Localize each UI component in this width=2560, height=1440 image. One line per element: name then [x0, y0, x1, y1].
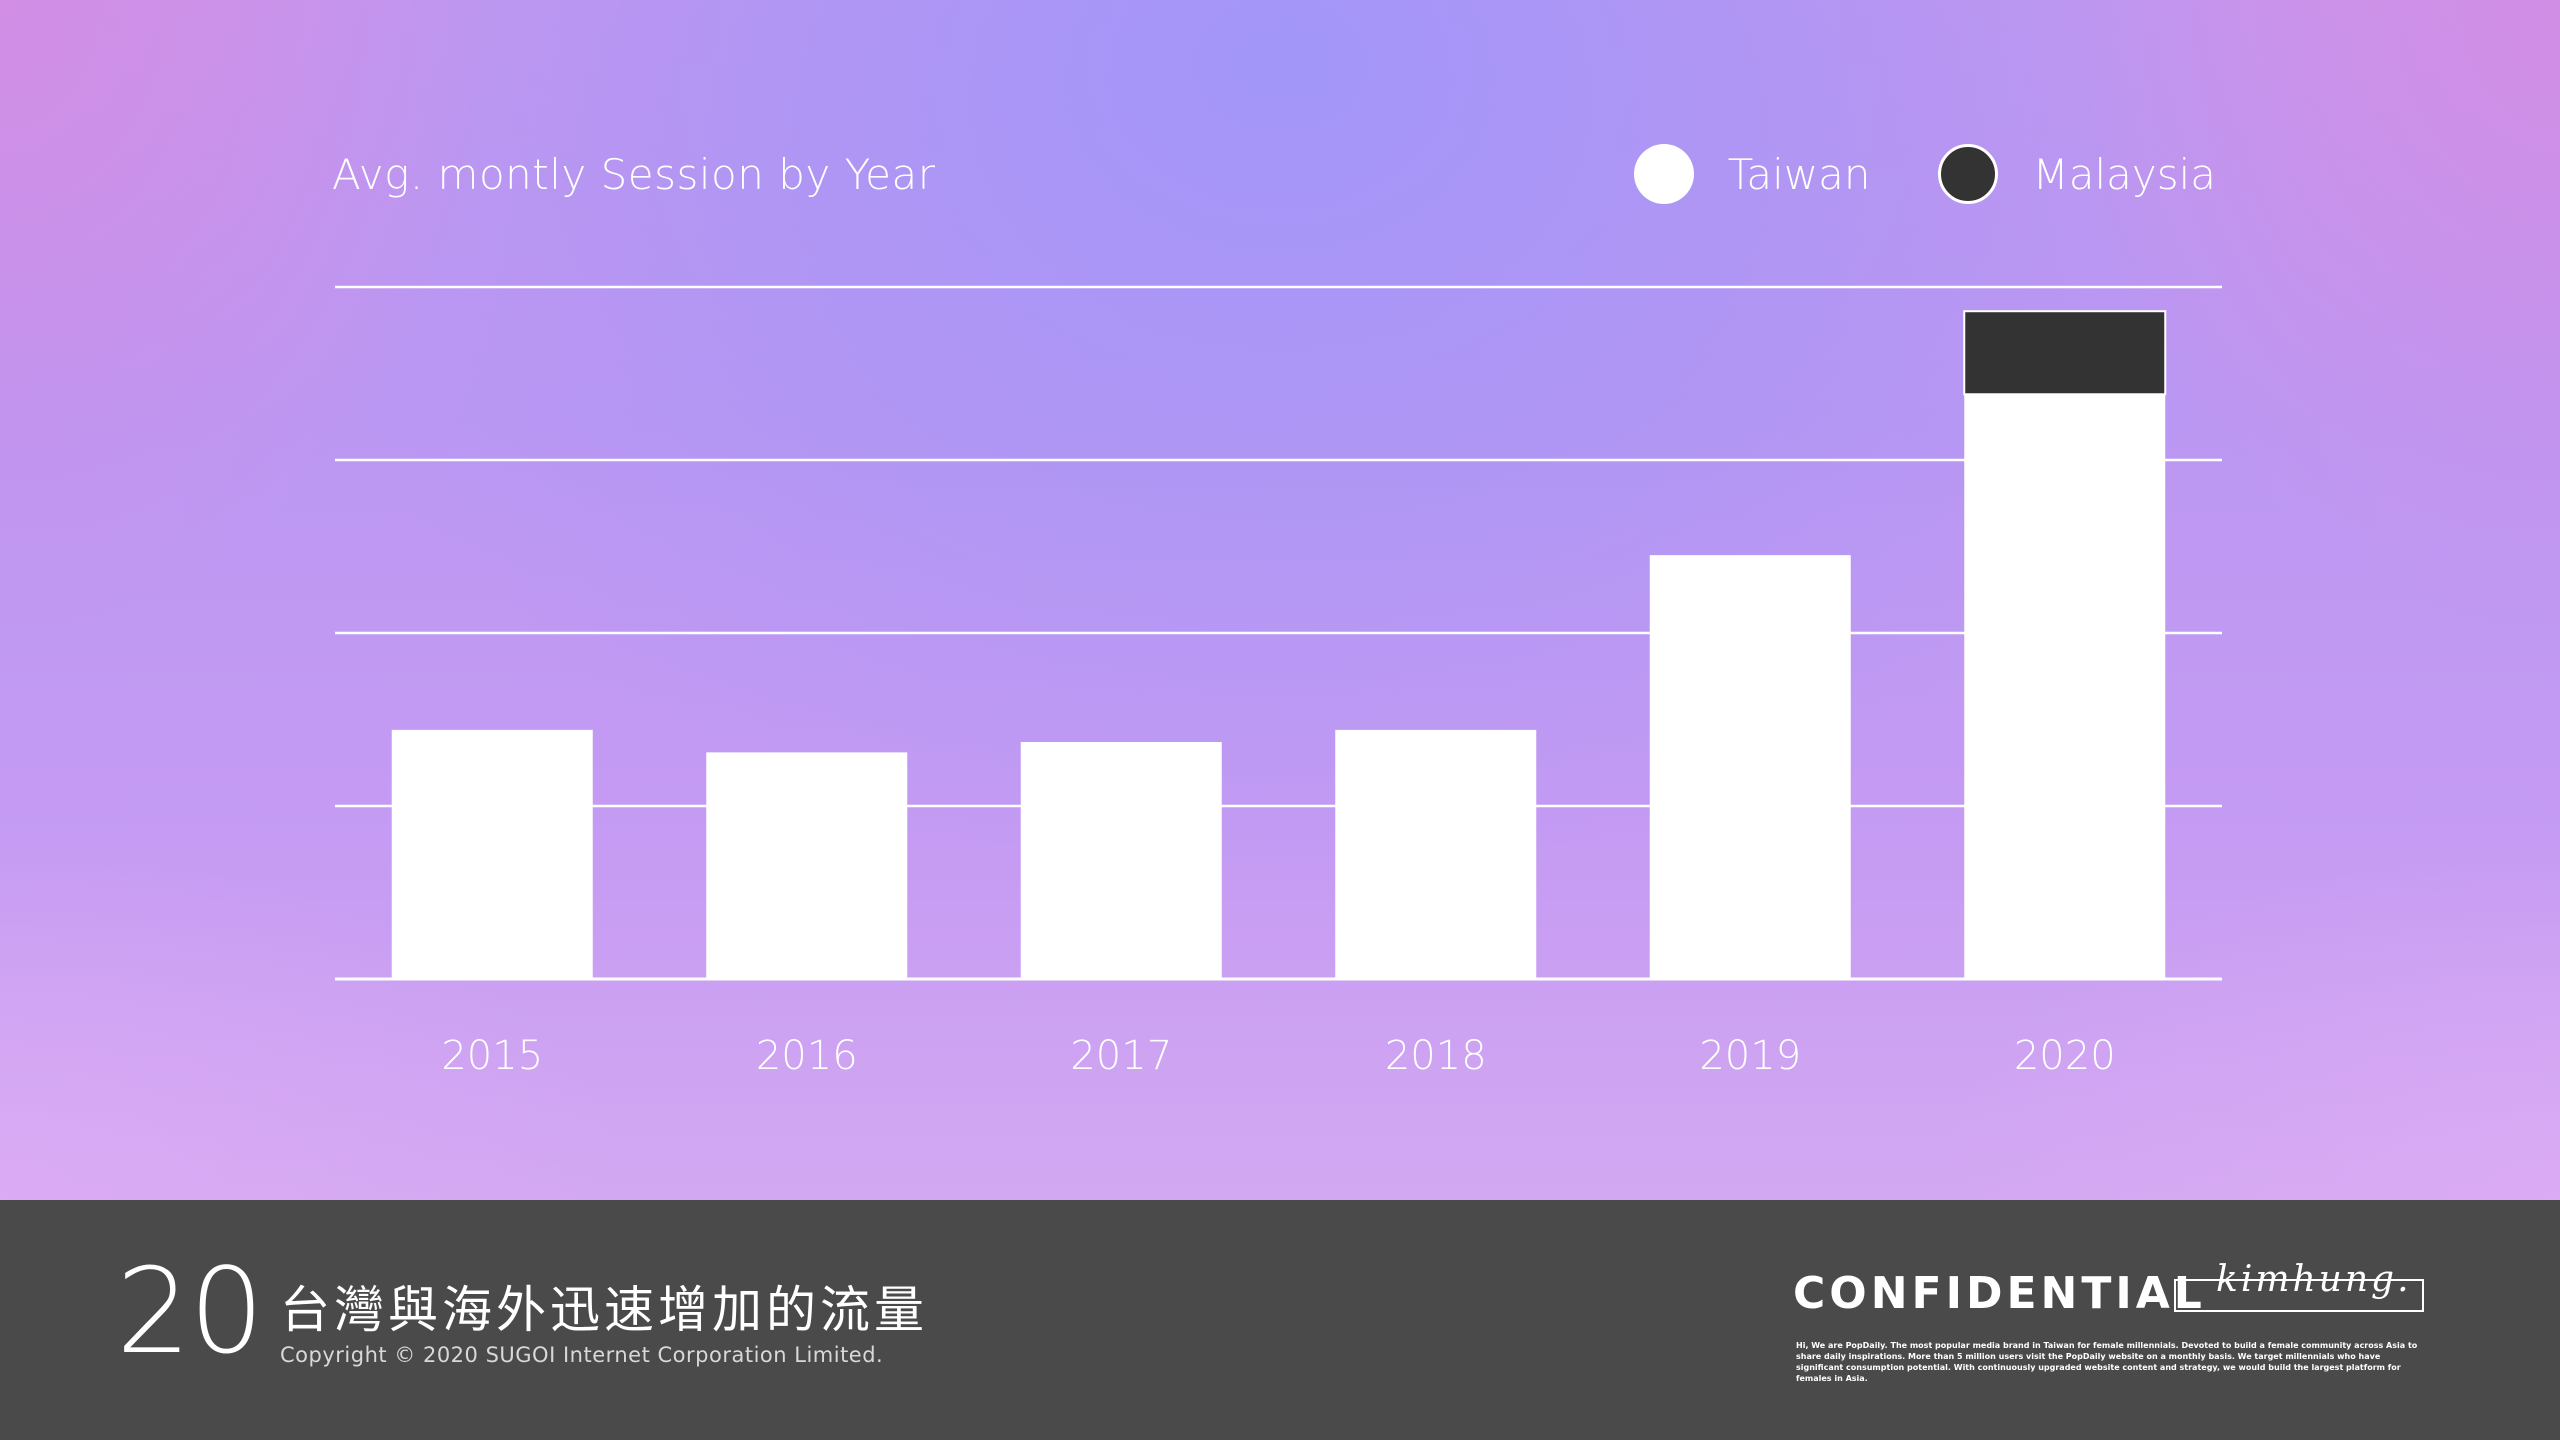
legend-label-taiwan: Taiwan — [1727, 149, 1871, 199]
legend-swatch-malaysia — [1938, 144, 1999, 204]
footer-blurb: Hi, We are PopDaily. The most popular me… — [1796, 1341, 2418, 1383]
chart-title: Avg. montly Session by Year — [332, 150, 936, 199]
legend-item-taiwan: Taiwan — [1633, 144, 1871, 204]
bar-taiwan-2016 — [706, 752, 908, 979]
signature-box: kimhung. — [2174, 1259, 2424, 1312]
footer-bar — [0, 1200, 2560, 1440]
copyright-text: Copyright © 2020 SUGOI Internet Corporat… — [280, 1343, 884, 1367]
bars — [391, 310, 2167, 979]
legend-swatch-taiwan — [1633, 144, 1694, 204]
bar-taiwan-2018 — [1335, 729, 1537, 979]
x-tick-label-2016: 2016 — [756, 1033, 858, 1079]
chart-legend: Taiwan Malaysia — [1566, 144, 2216, 204]
bar-taiwan-2020 — [1964, 394, 2166, 979]
gridlines — [335, 285, 2222, 981]
x-axis-tick-labels: 2015 2016 2017 2018 2019 2020 — [441, 1033, 2115, 1079]
bar-taiwan-2017 — [1020, 741, 1222, 979]
x-tick-label-2019: 2019 — [1699, 1033, 1801, 1079]
x-tick-label-2015: 2015 — [441, 1033, 543, 1079]
x-tick-label-2018: 2018 — [1385, 1033, 1487, 1079]
confidential-label: CONFIDENTIAL — [1793, 1268, 2206, 1319]
page-heading: 台灣與海外迅速增加的流量 — [280, 1281, 928, 1339]
bar-malaysia-2020 — [1963, 310, 2167, 396]
bar-chart: 2015 2016 2017 2018 2019 2020 — [335, 285, 2222, 1079]
bar-taiwan-2015 — [391, 729, 593, 979]
signature-text: kimhung. — [2216, 1259, 2412, 1300]
legend-item-malaysia: Malaysia — [1938, 144, 2216, 204]
bar-taiwan-2019 — [1649, 555, 1851, 979]
x-tick-label-2020: 2020 — [2014, 1033, 2116, 1079]
page-number: 20 — [116, 1242, 264, 1380]
x-tick-label-2017: 2017 — [1070, 1033, 1172, 1079]
legend-label-malaysia: Malaysia — [2032, 149, 2216, 199]
